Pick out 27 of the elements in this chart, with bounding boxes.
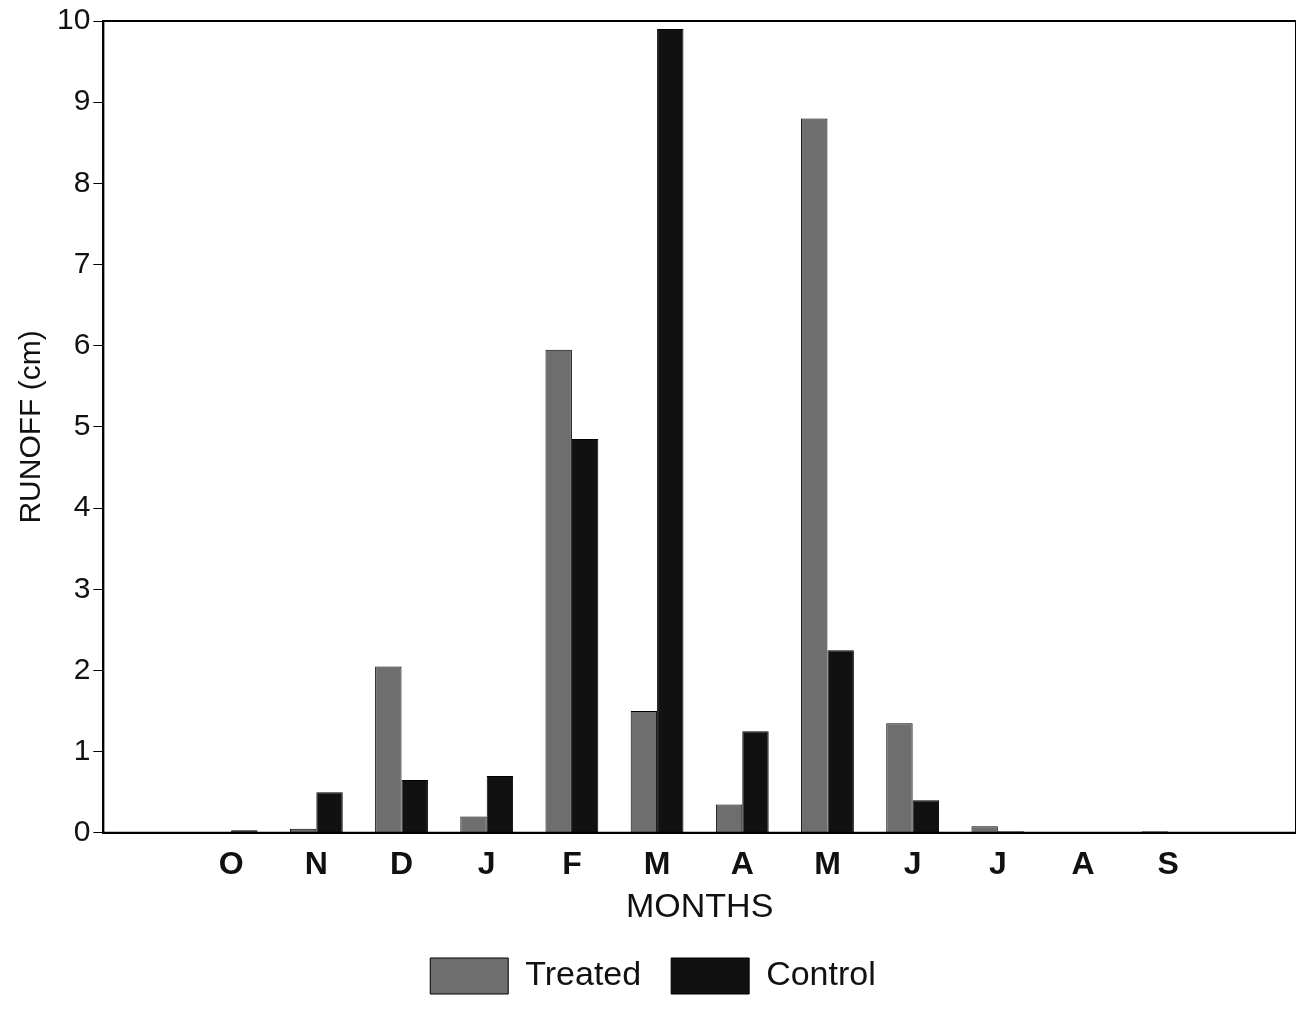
x-tick-label: F	[562, 844, 582, 881]
x-tick-label: O	[218, 844, 244, 881]
x-tick-label: N	[304, 844, 328, 881]
y-axis-title: RUNOFF (cm)	[13, 330, 47, 524]
x-tick-label: A	[1071, 844, 1095, 881]
x-tick-label: S	[1157, 844, 1179, 881]
y-tick-label: 9	[73, 83, 91, 117]
y-tick-label: 5	[73, 408, 91, 442]
y-tick-label: 3	[73, 570, 91, 604]
y-tick-label: 1	[73, 732, 91, 766]
y-tick-label: 6	[73, 326, 91, 360]
x-tick-label: J	[988, 844, 1007, 881]
legend-label: Treated	[525, 954, 642, 993]
x-axis-title: MONTHS	[626, 885, 774, 924]
x-tick-label: M	[643, 844, 671, 881]
x-tick-label: A	[730, 844, 754, 881]
y-tick-label: 2	[73, 651, 91, 685]
x-tick-label: D	[389, 844, 414, 881]
y-tick-label: 7	[73, 245, 91, 279]
x-tick-label: J	[477, 844, 496, 881]
x-tick-label: J	[903, 844, 922, 881]
y-tick-label: 0	[73, 814, 91, 848]
x-tick-label: M	[814, 844, 841, 881]
y-tick-label: 4	[73, 489, 91, 523]
y-tick-label: 10	[56, 2, 91, 36]
y-tick-label: 8	[73, 164, 91, 198]
legend-label: Control	[766, 954, 876, 993]
